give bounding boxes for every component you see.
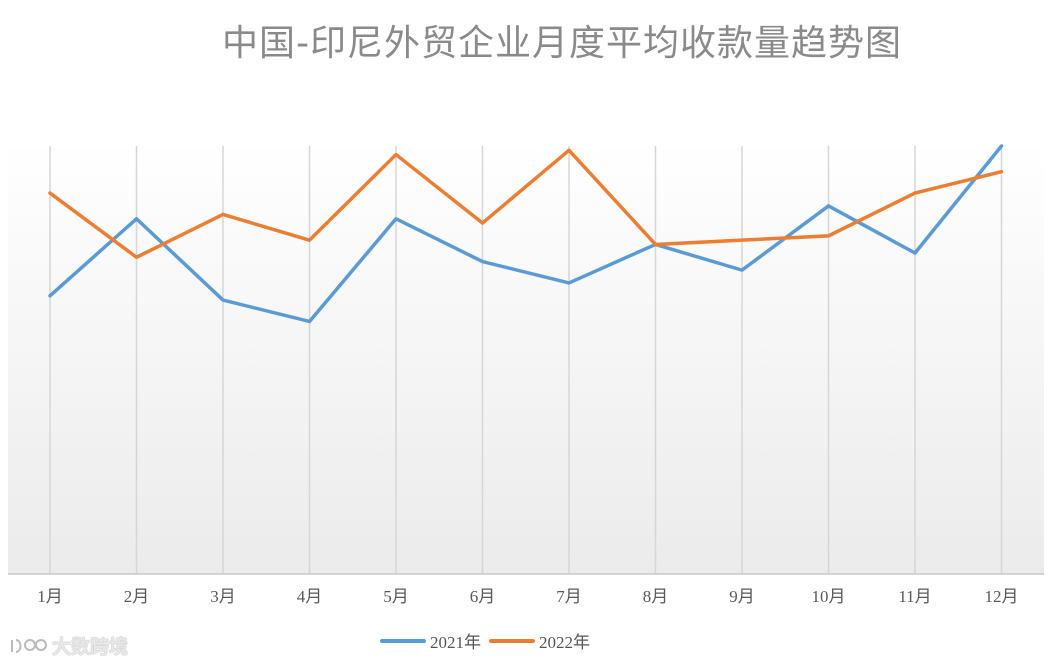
x-tick-label: 2月	[124, 587, 150, 606]
legend-label-2022: 2022年	[539, 633, 590, 652]
x-tick-labels: 1月 2月 3月 4月 5月 6月 7月 8月 9月 10月 11月 12月	[37, 587, 1018, 606]
x-tick-label: 6月	[470, 587, 496, 606]
x-tick-label: 9月	[729, 587, 755, 606]
legend: 2021年 2022年	[380, 628, 598, 653]
watermark-text: 大数跨境	[52, 636, 129, 658]
x-tick-label: 7月	[556, 587, 582, 606]
series-line-2021	[48, 144, 1004, 324]
legend-item-2021: 2021年	[380, 628, 481, 653]
legend-swatch-2022	[489, 638, 535, 643]
x-tick-label: 12月	[985, 587, 1019, 606]
x-tick-label: 8月	[643, 587, 669, 606]
x-tick-label: 4月	[297, 587, 323, 606]
x-tick-label: 11月	[898, 587, 931, 606]
legend-swatch-2021	[380, 638, 426, 643]
watermark: 大数跨境	[8, 632, 128, 659]
series-lines	[48, 144, 1004, 324]
x-tick-label: 1月	[37, 587, 63, 606]
legend-item-2022: 2022年	[489, 628, 590, 653]
x-tick-label: 5月	[383, 587, 409, 606]
chart-title: 中国-印尼外贸企业月度平均收款量趋势图	[222, 23, 902, 64]
x-tick-label: 3月	[210, 587, 236, 606]
x-tick-label: 10月	[812, 587, 846, 606]
plot-area	[8, 140, 1044, 574]
series-line-2022	[48, 148, 1004, 260]
brand-logo-icon	[11, 638, 47, 653]
legend-label-2021: 2021年	[430, 633, 481, 652]
